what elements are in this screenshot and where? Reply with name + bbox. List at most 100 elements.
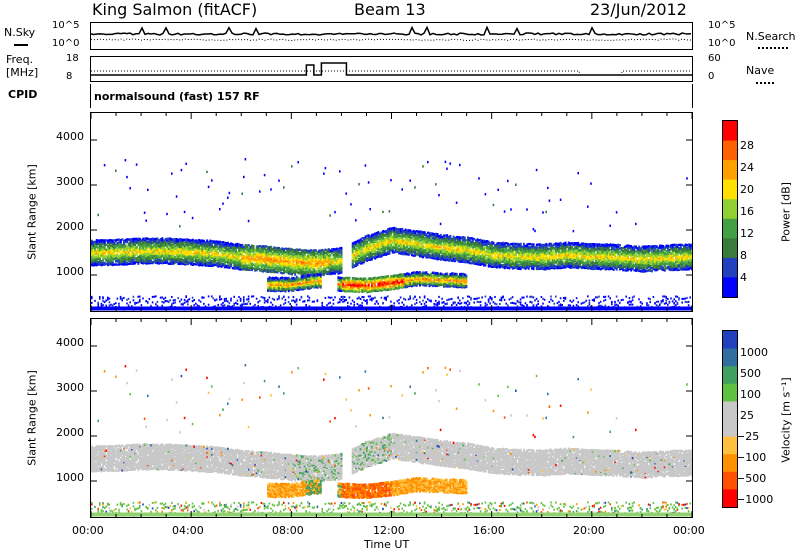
power-noise [151, 301, 154, 304]
power-cell [180, 249, 183, 252]
power-cell [305, 274, 308, 278]
power-cell [398, 244, 401, 247]
power-cell [428, 276, 431, 280]
power-cell [95, 258, 98, 261]
power-noise [263, 296, 266, 299]
power-cell [131, 257, 133, 260]
power-cell [151, 256, 154, 260]
power-cell [156, 246, 159, 249]
power-cell [425, 274, 428, 278]
power-cell [171, 256, 173, 260]
power-cell [238, 253, 241, 256]
power-cell [431, 271, 434, 275]
power-cell [409, 249, 412, 253]
power-cell [159, 261, 162, 264]
power-cell [139, 256, 141, 260]
power-cell [129, 244, 132, 248]
power-cell [275, 270, 277, 274]
power-cell [374, 245, 377, 249]
power-cell [150, 252, 153, 256]
power-cell [425, 271, 428, 274]
power-cell [191, 257, 194, 261]
power-cell [270, 266, 273, 269]
power-cell [409, 231, 412, 234]
nsky-tick-low: 10^0 [52, 38, 80, 49]
power-noise [94, 299, 96, 302]
power-cell [134, 248, 137, 252]
power-cell [364, 252, 367, 255]
power-cell [246, 258, 249, 262]
power-cell [273, 258, 276, 262]
power-cell [441, 250, 444, 253]
power-cell [92, 243, 95, 247]
power-cell [396, 236, 399, 240]
power-cell [174, 258, 177, 261]
power-cell [174, 244, 177, 248]
power-cell [139, 260, 141, 264]
power-cell [137, 261, 140, 264]
power-cell [279, 266, 282, 269]
power-cell [196, 246, 199, 249]
power-cell [169, 252, 172, 255]
power-cell [247, 258, 250, 261]
power-cell [255, 264, 258, 267]
power-cell [228, 258, 231, 261]
power-cell [263, 247, 266, 250]
power-cell [422, 282, 425, 286]
power-cell [382, 241, 385, 245]
power-cell [231, 260, 234, 263]
power-cell [247, 247, 250, 250]
power-cell [342, 285, 345, 288]
power-cell [207, 244, 210, 247]
power-cell [257, 264, 260, 267]
power-cell [409, 229, 412, 232]
power-cell [163, 256, 165, 260]
power-cell [438, 249, 441, 252]
power-cell [270, 283, 273, 286]
power-cell [211, 256, 213, 259]
power-cell [159, 249, 162, 253]
power-cell [399, 240, 402, 243]
power-cell [443, 236, 445, 240]
power-cell [289, 288, 292, 291]
power-cell [308, 260, 311, 263]
power-cell [241, 255, 244, 258]
power-cell [299, 288, 301, 291]
power-cell [227, 264, 229, 267]
power-noise [383, 297, 386, 300]
power-cell [247, 253, 250, 257]
power-cell [105, 258, 108, 261]
power-noise [191, 300, 194, 303]
power-scatter [135, 163, 138, 166]
power-cell [100, 261, 103, 265]
power-cell [268, 254, 271, 257]
power-cell [364, 256, 367, 259]
power-cell [366, 242, 369, 245]
power-cell [167, 242, 170, 245]
power-cell [356, 259, 359, 263]
power-scatter [219, 207, 221, 211]
power-cell [286, 268, 289, 271]
power-cell [151, 240, 154, 243]
power-cell [206, 251, 209, 254]
power-cell [391, 241, 394, 244]
power-cell [115, 239, 117, 242]
power-cell [353, 241, 356, 244]
power-cell [244, 255, 247, 258]
power-cell [262, 268, 265, 272]
power-cell [284, 263, 287, 267]
power-cell [267, 279, 269, 283]
power-cell [331, 272, 333, 275]
power-cell [156, 237, 159, 240]
power-cell [380, 245, 383, 248]
power-cell [433, 280, 436, 284]
power-cell [100, 242, 103, 245]
power-cell [393, 274, 396, 277]
power-cell [343, 277, 346, 280]
power-cell [286, 279, 289, 283]
power-cell [267, 277, 269, 281]
power-cell [307, 274, 309, 277]
power-noise [371, 297, 373, 300]
power-scatter [414, 186, 416, 189]
power-cell [236, 263, 239, 267]
